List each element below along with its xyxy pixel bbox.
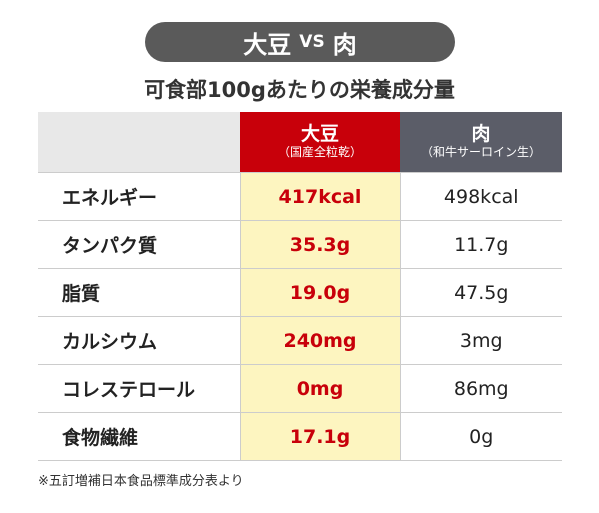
meat-value: 11.7g	[400, 220, 562, 269]
table-row: タンパク質 35.3g 11.7g	[38, 220, 562, 269]
row-label: タンパク質	[38, 220, 240, 269]
column-header: 肉（和牛サーロイン生）	[400, 112, 562, 173]
column-note: （和牛サーロイン生）	[420, 145, 541, 160]
table-row: カルシウム 240mg 3mg	[38, 316, 562, 365]
footnote: ※五訂増補日本食品標準成分表より	[38, 474, 244, 489]
header-row: 大豆 （国産全粒乾） 肉（和牛サーロイン生）	[38, 112, 562, 173]
table-row: 脂質 19.0g 47.5g	[38, 268, 562, 317]
title-pill: 大豆 VS 肉	[145, 22, 455, 62]
soy-value: 35.3g	[239, 220, 401, 269]
column-header: 大豆 （国産全粒乾）	[240, 112, 400, 173]
table-row: 食物繊維 17.1g 0g	[38, 412, 562, 461]
title-vs: VS	[299, 32, 325, 52]
soy-value: 0mg	[239, 364, 401, 413]
meat-value: 47.5g	[400, 268, 562, 317]
subtitle: 可食部100gあたりの栄養成分量	[144, 78, 455, 102]
header-blank	[38, 112, 240, 173]
soy-value: 417kcal	[239, 172, 401, 221]
column-note: （国産全粒乾）	[277, 145, 362, 160]
row-label: カルシウム	[38, 316, 240, 365]
meat-value: 3mg	[400, 316, 562, 365]
title-left: 大豆	[243, 30, 292, 59]
meat-value: 86mg	[400, 364, 562, 413]
soy-value: 240mg	[239, 316, 401, 365]
table-row: エネルギー 417kcal 498kcal	[38, 172, 562, 221]
meat-value: 498kcal	[400, 172, 562, 221]
row-label: エネルギー	[38, 172, 240, 221]
table-body: エネルギー 417kcal 498kcal タンパク質 35.3g 11.7g 脂質 19.0…	[38, 172, 562, 461]
meat-value: 0g	[400, 412, 562, 461]
row-label: 食物繊維	[38, 412, 240, 461]
column-name: 大豆	[300, 123, 339, 146]
row-label: 脂質	[38, 268, 240, 317]
comparison-table: 大豆 （国産全粒乾） 肉（和牛サーロイン生） エネルギー 417kcal 498kca…	[38, 112, 562, 461]
title-right: 肉	[332, 30, 357, 59]
row-label: コレステロール	[38, 364, 240, 413]
soy-value: 19.0g	[239, 268, 401, 317]
table-row: コレステロール 0mg 86mg	[38, 364, 562, 413]
column-name: 肉	[471, 123, 491, 146]
soy-value: 17.1g	[239, 412, 401, 461]
